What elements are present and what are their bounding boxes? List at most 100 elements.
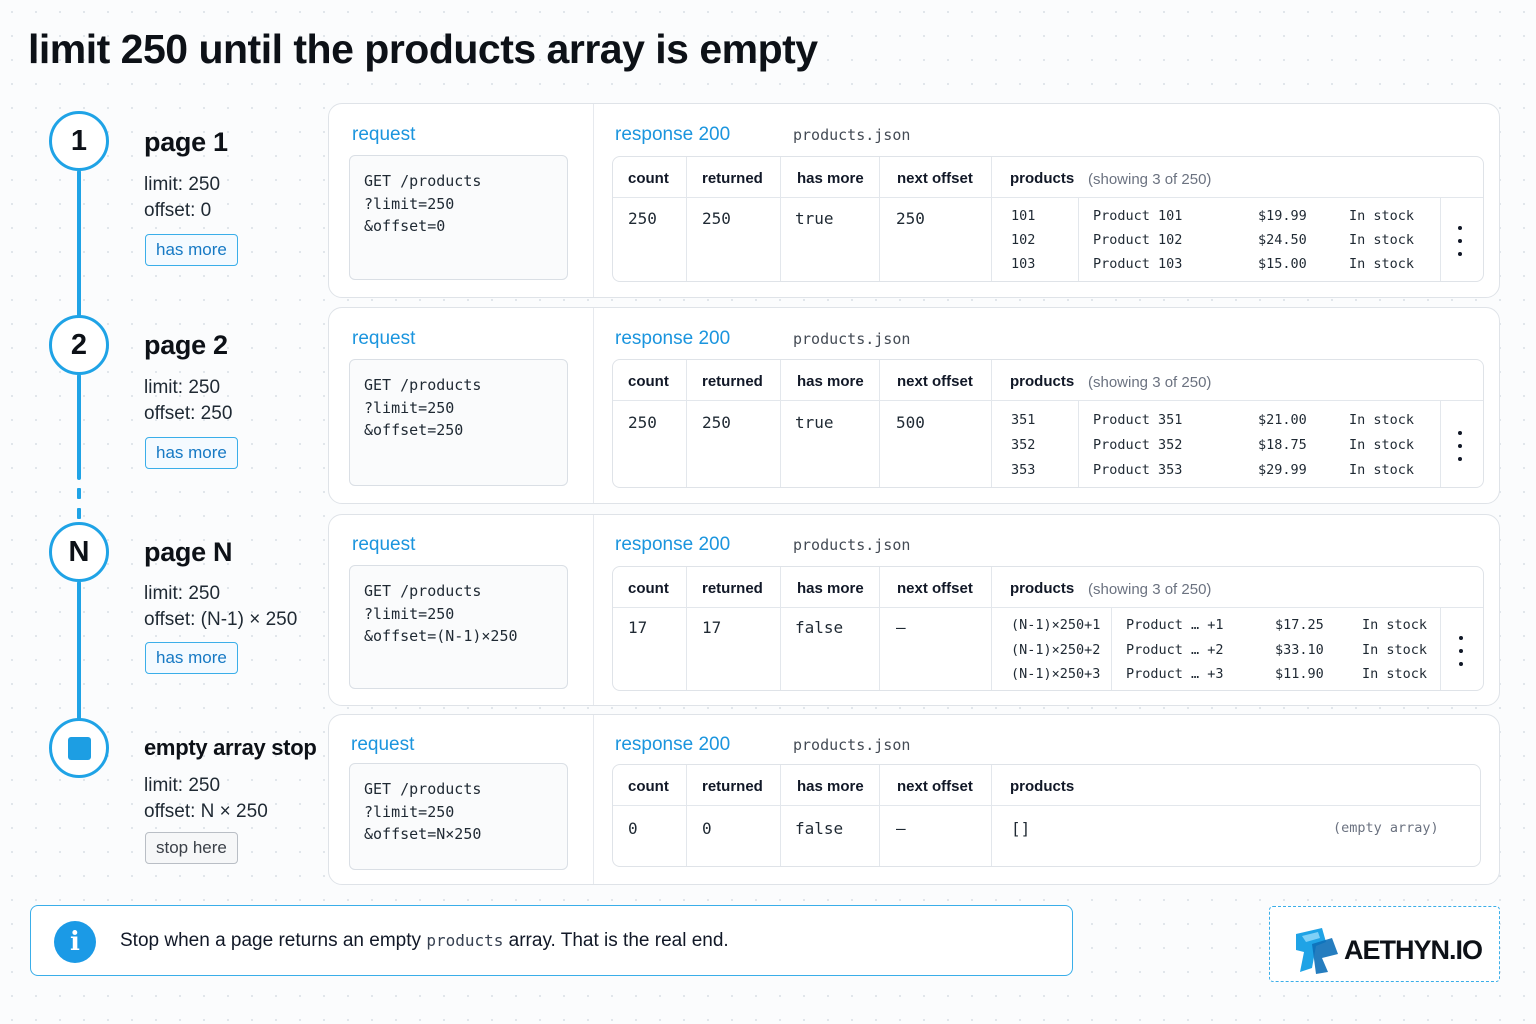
request-line: &offset=0 [364, 217, 446, 235]
column-header: has more [797, 170, 864, 187]
callout-text-start: Stop when a page returns an empty [120, 930, 422, 951]
product-name: Product … +1 [1126, 617, 1224, 633]
column-header: next offset [897, 778, 973, 795]
column-header: count [628, 778, 669, 795]
request-line: ?limit=250 [364, 398, 455, 417]
product-stock: In stock [1349, 208, 1415, 224]
column-header: products [1010, 373, 1075, 390]
column-header: products [1010, 580, 1075, 597]
product-price: $19.99 [1258, 208, 1307, 224]
timeline-connector [77, 374, 81, 480]
request-label: request [352, 328, 416, 349]
logo-text: AETHYN.IO [1344, 935, 1483, 965]
file-name: products.json [793, 330, 911, 348]
column-header: returned [702, 170, 763, 187]
request-code: GET /products ?limit=250 &offset=(N-1)×2… [349, 565, 568, 689]
empty-array-note: (empty array) [1333, 820, 1439, 836]
products-value: [] [1011, 819, 1031, 838]
column-header: next offset [897, 580, 973, 597]
request-line: ?limit=250 [364, 802, 455, 821]
step-title: page 1 [144, 127, 228, 157]
column-separator [991, 567, 992, 690]
product-id: 103 [1011, 256, 1036, 272]
step-offset: offset: N × 250 [144, 801, 268, 822]
column-header: count [628, 170, 669, 187]
column-separator [686, 360, 687, 487]
response-table: count returned has more next offset prod… [612, 156, 1484, 282]
column-separator [991, 765, 992, 866]
table-header-separator [613, 607, 1483, 608]
count-value: 17 [628, 618, 648, 637]
request-line: GET /products [364, 582, 482, 600]
column-separator [879, 567, 880, 690]
returned-value: 0 [702, 819, 712, 838]
more-options-icon[interactable] [1457, 431, 1463, 461]
column-separator [780, 360, 781, 487]
timeline-connector [77, 170, 81, 318]
product-name: Product 352 [1093, 437, 1183, 453]
count-value: 250 [628, 413, 657, 432]
column-header: returned [702, 373, 763, 390]
product-name: Product 103 [1093, 256, 1183, 272]
column-header: has more [797, 373, 864, 390]
request-line: GET /products [364, 172, 482, 190]
count-value: 0 [628, 819, 638, 838]
request-line: ?limit=250 [364, 194, 455, 213]
timeline-dash [77, 508, 81, 519]
showing-count: (showing 3 of 250) [1088, 171, 1212, 188]
more-options-icon[interactable] [1458, 636, 1464, 666]
logo-mark-icon [1296, 928, 1338, 974]
column-header: has more [797, 580, 864, 597]
product-price: $11.90 [1275, 666, 1324, 682]
product-stock: In stock [1362, 642, 1428, 658]
product-price: $29.99 [1258, 462, 1307, 478]
product-id: 353 [1011, 462, 1036, 478]
step-limit: limit: 250 [144, 583, 221, 604]
column-header: returned [702, 778, 763, 795]
product-stock: In stock [1362, 666, 1428, 682]
has-more-badge: has more [145, 642, 238, 674]
product-price: $18.75 [1258, 437, 1307, 453]
request-code: GET /products ?limit=250 &offset=N×250 [349, 763, 568, 870]
request-response-card: request response 200 products.json GET /… [328, 714, 1500, 885]
column-separator [1111, 607, 1112, 690]
response-table: count returned has more next offset prod… [612, 566, 1484, 691]
column-separator [879, 360, 880, 487]
column-separator [1078, 400, 1079, 487]
table-header-separator [613, 400, 1483, 401]
column-separator [879, 765, 880, 866]
next-offset-value: 250 [896, 209, 925, 228]
response-label: response 200 [615, 534, 731, 555]
product-stock: In stock [1362, 617, 1428, 633]
request-code: GET /products ?limit=250 &offset=0 [349, 155, 568, 280]
count-value: 250 [628, 209, 657, 228]
more-options-icon[interactable] [1457, 226, 1463, 256]
request-response-card: request response 200 products.json GET /… [328, 103, 1500, 298]
card-divider [593, 104, 594, 297]
column-separator [780, 157, 781, 281]
next-offset-value: 500 [896, 413, 925, 432]
product-stock: In stock [1349, 412, 1415, 428]
step-limit: limit: 250 [144, 377, 221, 398]
product-stock: In stock [1349, 437, 1415, 453]
response-table: count returned has more next offset prod… [612, 764, 1481, 867]
column-separator [1078, 197, 1079, 281]
card-divider [593, 515, 594, 705]
column-separator [1440, 197, 1441, 281]
has-more-badge: has more [145, 437, 238, 469]
step-title: page N [144, 537, 233, 567]
card-divider [593, 308, 594, 503]
next-offset-value: — [896, 819, 906, 838]
has-more-value: false [795, 618, 844, 637]
returned-value: 17 [702, 618, 722, 637]
step-offset: offset: (N-1) × 250 [144, 609, 298, 630]
has-more-badge: has more [145, 234, 238, 266]
callout-code: products [426, 931, 504, 950]
response-label: response 200 [615, 328, 731, 349]
step-offset: offset: 250 [144, 403, 233, 424]
product-name: Product … +3 [1126, 666, 1224, 682]
has-more-value: true [795, 209, 834, 228]
showing-count: (showing 3 of 250) [1088, 581, 1212, 598]
step-marker-2: 2 [49, 315, 109, 375]
column-header: has more [797, 778, 864, 795]
